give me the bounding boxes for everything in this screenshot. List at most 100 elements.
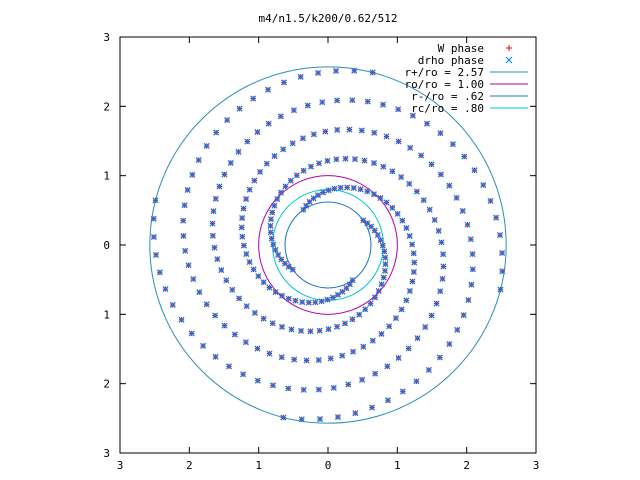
drho-phase-point	[310, 131, 317, 138]
drho-phase-point	[250, 95, 257, 102]
drho-phase-point	[381, 267, 389, 274]
drho-phase-point	[310, 195, 317, 202]
drho-phase-point	[436, 354, 443, 361]
drho-phase-point	[251, 177, 258, 184]
drho-phase-point	[263, 160, 270, 167]
drho-phase-point	[182, 247, 189, 254]
drho-phase-point	[285, 385, 292, 392]
drho-phase-point	[225, 363, 233, 370]
drho-phase-point	[379, 101, 387, 108]
drho-phase-point	[369, 404, 376, 411]
drho-phase-point	[438, 239, 445, 246]
drho-phase-point	[437, 130, 444, 137]
drho-phase-point	[315, 386, 322, 393]
drho-phase-point	[394, 210, 401, 217]
drho-phase-point	[298, 416, 305, 423]
legend-label: r-/ro = .62	[411, 90, 484, 103]
drho-phase-point	[334, 413, 341, 421]
drho-phase-point	[428, 312, 435, 319]
drho-phase-point	[337, 184, 344, 191]
drho-phase-point	[329, 294, 336, 301]
drho-phase-point	[246, 258, 253, 266]
drho-phase-point	[268, 235, 275, 242]
drho-phase-point	[267, 222, 274, 229]
drho-phase-point	[465, 296, 472, 304]
drho-phase-point	[384, 397, 391, 404]
drho-phase-point	[480, 182, 487, 189]
drho-phase-point	[362, 306, 369, 313]
drho-phase-point	[278, 354, 285, 361]
drho-phase-point	[358, 127, 365, 134]
drho-phase-point	[403, 297, 410, 304]
drho-phase-point	[212, 353, 219, 360]
drho-phase-point	[422, 324, 429, 331]
drho-phase-point	[341, 320, 349, 327]
drho-phase-point	[377, 194, 384, 202]
drho-phase-point	[278, 292, 286, 299]
drho-phase-point	[446, 182, 453, 189]
drho-phase-point	[305, 299, 312, 306]
drho-phase-point	[440, 251, 447, 258]
drho-phase-point	[236, 295, 243, 302]
drho-phase-point	[370, 160, 378, 167]
y-tick-label: 3	[103, 447, 110, 460]
x-tick-label: 2	[186, 459, 193, 472]
drho-phase-point	[377, 237, 384, 244]
drho-phase-point	[216, 183, 223, 190]
drho-phase-point	[196, 289, 203, 296]
drho-phase-point	[162, 286, 169, 293]
drho-phase-point	[266, 350, 273, 357]
drho-phase-point	[209, 220, 216, 227]
drho-phase-point	[352, 410, 359, 417]
drho-phase-point	[255, 273, 262, 280]
drho-phase-point	[406, 287, 413, 295]
drho-phase-point	[243, 303, 250, 310]
drho-phase-point	[468, 281, 475, 288]
drho-phase-point	[265, 86, 272, 93]
drho-phase-point	[493, 214, 500, 221]
drho-phase-point	[496, 232, 504, 239]
drho-phase-point	[423, 120, 431, 127]
drho-phase-point	[395, 354, 402, 361]
drho-phase-point	[409, 241, 416, 248]
drho-phase-point	[411, 259, 418, 266]
drho-phase-point	[367, 300, 374, 307]
drho-phase-point	[439, 275, 446, 282]
drho-phase-point	[300, 167, 307, 174]
legend-symbol	[505, 56, 513, 64]
drho-phase-point	[312, 299, 319, 306]
phase-points	[150, 67, 506, 423]
drho-phase-point	[244, 138, 251, 145]
drho-phase-point	[246, 186, 253, 193]
drho-phase-point	[212, 195, 219, 202]
drho-phase-point	[405, 345, 412, 352]
drho-phase-point	[398, 306, 405, 313]
drho-phase-point	[418, 152, 425, 159]
drho-phase-point	[150, 215, 157, 222]
drho-phase-point	[265, 120, 272, 127]
drho-phase-point	[152, 197, 159, 204]
drho-phase-point	[379, 242, 386, 249]
drho-phase-point	[499, 249, 506, 257]
drho-phase-point	[349, 316, 356, 323]
y-tick-label: 1	[103, 170, 110, 183]
drho-phase-point	[266, 284, 273, 291]
drho-phase-point	[409, 112, 416, 119]
drho-phase-point	[381, 248, 388, 255]
drho-phase-point	[267, 216, 275, 223]
drho-phase-point	[221, 322, 228, 329]
drho-phase-point	[299, 135, 306, 142]
drho-phase-point	[469, 251, 476, 258]
chart-title: m4/n1.5/k200/0.62/512	[258, 12, 397, 25]
drho-phase-point	[267, 229, 274, 236]
legend-label: drho phase	[418, 54, 484, 67]
drho-phase-point	[334, 97, 341, 104]
drho-phase-point	[229, 286, 236, 293]
drho-phase-point	[200, 342, 207, 349]
drho-phase-point	[203, 301, 210, 308]
drho-phase-point	[239, 233, 246, 240]
drho-phase-point	[303, 357, 310, 364]
drho-phase-point	[370, 191, 378, 198]
drho-phase-point	[406, 180, 413, 187]
